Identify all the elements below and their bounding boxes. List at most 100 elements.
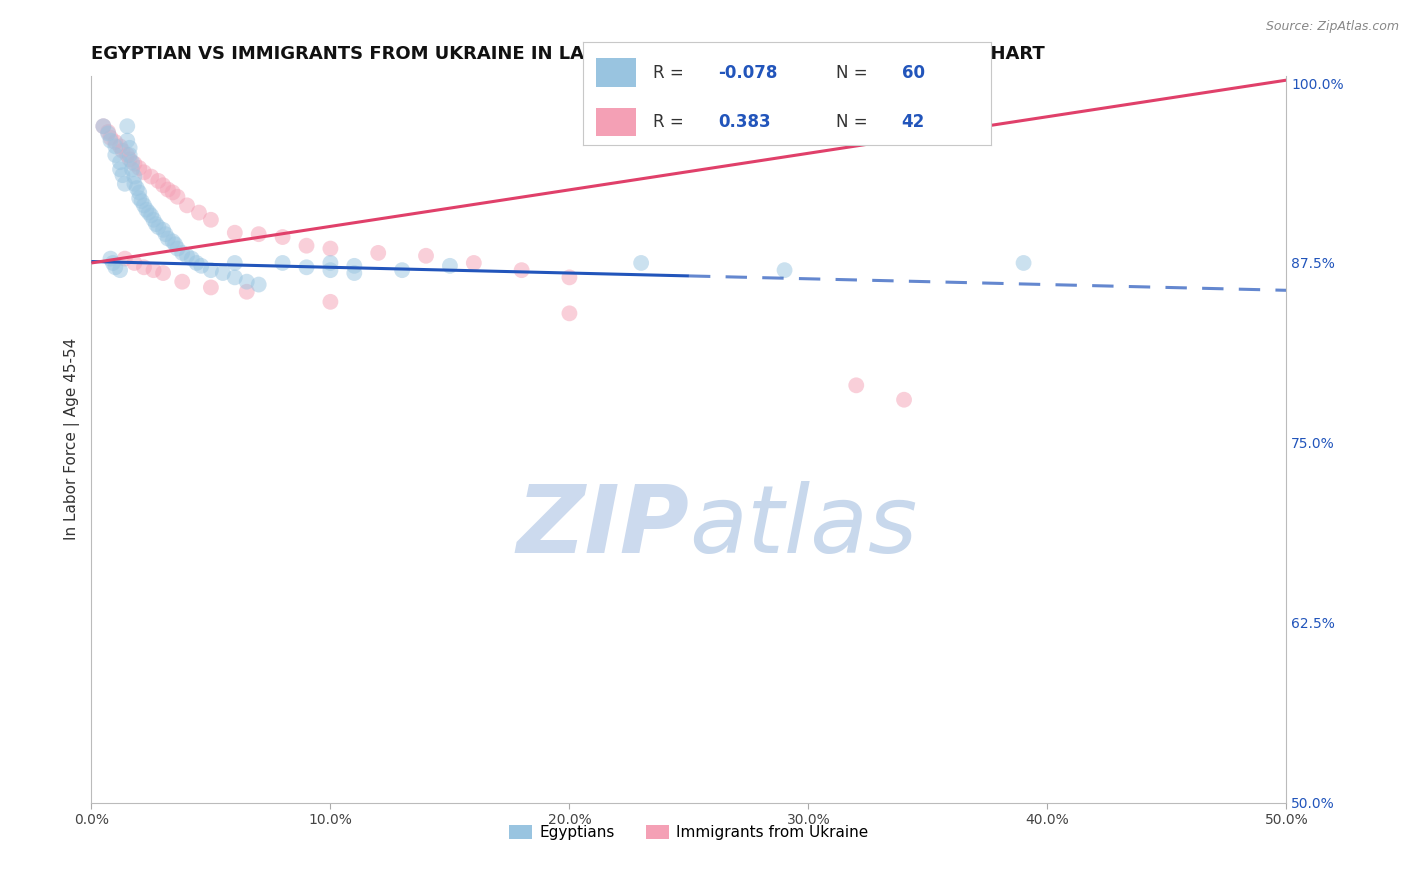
Point — [439, 259, 461, 273]
Text: ZIP: ZIP — [516, 481, 689, 573]
Point — [187, 205, 211, 219]
Point — [124, 156, 146, 170]
Point — [108, 139, 131, 153]
Point — [415, 249, 437, 263]
Text: 42: 42 — [901, 113, 925, 131]
Point — [156, 182, 179, 196]
Point — [152, 266, 174, 280]
Point — [104, 148, 127, 162]
Point — [115, 148, 138, 162]
Point — [162, 186, 184, 200]
Point — [166, 242, 188, 256]
Legend: Egyptians, Immigrants from Ukraine: Egyptians, Immigrants from Ukraine — [503, 819, 875, 846]
Bar — [596, 108, 637, 136]
Point — [148, 219, 170, 234]
Point — [162, 235, 184, 249]
Point — [128, 191, 150, 205]
Text: R =: R = — [652, 113, 683, 131]
Point — [200, 263, 222, 277]
Point — [180, 252, 202, 266]
Point — [558, 270, 581, 285]
Point — [142, 212, 165, 227]
Point — [247, 277, 270, 292]
Point — [93, 119, 114, 133]
Point — [200, 280, 222, 294]
Point — [391, 263, 413, 277]
Point — [93, 119, 114, 133]
Point — [845, 378, 868, 392]
Point — [510, 263, 533, 277]
Point — [104, 260, 127, 275]
Point — [131, 194, 153, 208]
Point — [773, 263, 796, 277]
Point — [138, 205, 160, 219]
Point — [558, 306, 581, 320]
Point — [141, 209, 162, 223]
Y-axis label: In Labor Force | Age 45-54: In Labor Force | Age 45-54 — [65, 338, 80, 541]
Point — [200, 212, 222, 227]
Point — [121, 155, 143, 169]
Text: 0.383: 0.383 — [718, 113, 770, 131]
Point — [128, 161, 150, 175]
Point — [319, 242, 342, 256]
Point — [100, 134, 122, 148]
Point — [132, 260, 155, 275]
Point — [172, 246, 194, 260]
Point — [235, 285, 259, 299]
Point — [124, 177, 146, 191]
Point — [319, 294, 342, 309]
Point — [343, 259, 366, 273]
Point — [271, 230, 294, 244]
Point — [124, 256, 146, 270]
Point — [100, 252, 122, 266]
Point — [463, 256, 485, 270]
Point — [224, 256, 246, 270]
Point — [135, 202, 157, 217]
Point — [114, 252, 136, 266]
Point — [172, 275, 194, 289]
Point — [97, 125, 120, 139]
Point — [190, 259, 212, 273]
Bar — [596, 58, 637, 87]
Point — [247, 227, 270, 242]
Point — [125, 181, 148, 195]
Text: Source: ZipAtlas.com: Source: ZipAtlas.com — [1265, 20, 1399, 33]
Point — [118, 153, 141, 167]
Point — [115, 134, 138, 148]
Point — [124, 169, 146, 184]
Point — [141, 169, 162, 184]
Point — [224, 270, 246, 285]
Point — [121, 162, 143, 177]
Point — [319, 256, 342, 270]
Point — [343, 266, 366, 280]
Point — [100, 130, 122, 145]
Point — [176, 249, 198, 263]
Point — [97, 127, 120, 141]
Point — [630, 256, 652, 270]
Point — [295, 260, 318, 275]
Point — [142, 263, 165, 277]
Point — [111, 144, 134, 158]
Point — [319, 263, 342, 277]
Point — [128, 186, 150, 200]
Point — [163, 237, 186, 252]
Point — [114, 177, 136, 191]
Point — [155, 227, 177, 242]
Point — [115, 119, 138, 133]
Point — [118, 141, 141, 155]
Point — [104, 139, 127, 153]
Point — [111, 168, 134, 182]
Point — [1012, 256, 1035, 270]
Point — [104, 135, 127, 149]
Point — [132, 165, 155, 179]
Text: R =: R = — [652, 63, 683, 82]
Point — [118, 148, 141, 162]
Point — [271, 256, 294, 270]
Point — [108, 263, 131, 277]
Point — [156, 231, 179, 245]
Point — [108, 162, 131, 177]
Point — [152, 178, 174, 193]
Text: 60: 60 — [901, 63, 925, 82]
Point — [186, 256, 208, 270]
Point — [148, 174, 170, 188]
